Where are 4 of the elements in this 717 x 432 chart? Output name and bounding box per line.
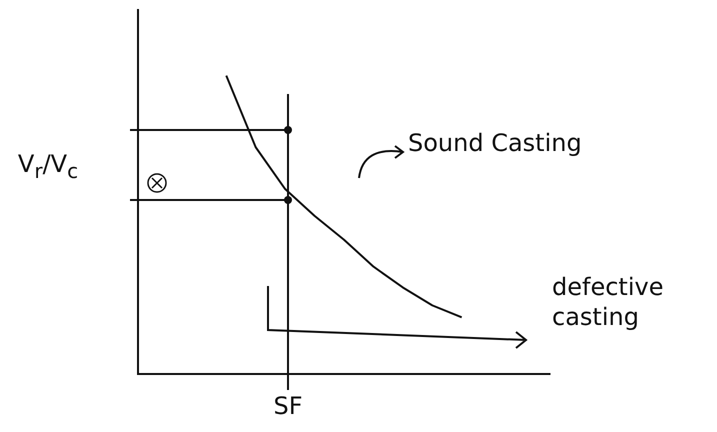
- y-axis-title: V$_{r}$/V$_{c}$: [16, 150, 80, 183]
- x-axis-title: SF: [272, 392, 304, 420]
- text: defective casting: [552, 272, 664, 332]
- annotation: Sound Casting: [408, 128, 583, 158]
